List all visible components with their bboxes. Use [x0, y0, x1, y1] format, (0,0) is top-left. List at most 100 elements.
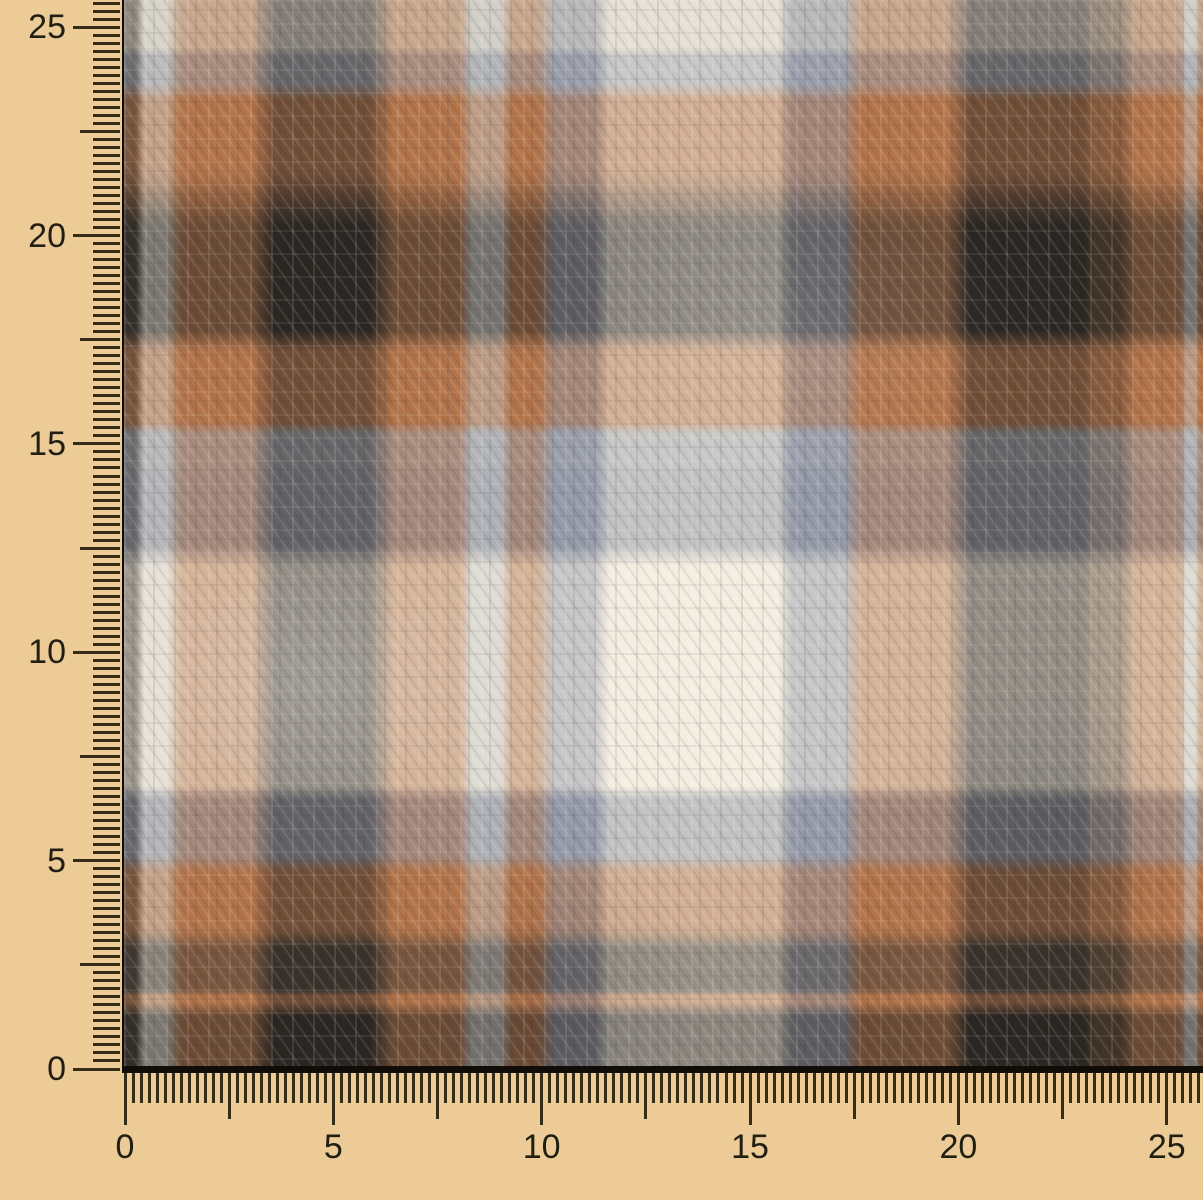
tick-minor [93, 346, 120, 350]
tick-minor [93, 1011, 120, 1015]
tick-minor [612, 1073, 616, 1103]
tick-minor [604, 1073, 608, 1103]
tick-minor [299, 1073, 303, 1103]
tick-minor [93, 939, 120, 943]
tick-minor [93, 1027, 120, 1031]
tick-minor [796, 1073, 800, 1103]
tick-minor [203, 1073, 207, 1103]
tick-minor [93, 9, 120, 13]
tick-minor [93, 266, 120, 270]
tick-minor [516, 1073, 520, 1103]
tick-minor [93, 634, 120, 638]
tick-minor [772, 1073, 776, 1103]
tick-minor [93, 1003, 120, 1007]
tick-minor [708, 1073, 712, 1103]
tick-minor [1004, 1073, 1008, 1103]
tick-minor [1037, 1073, 1041, 1103]
tick-minor [660, 1073, 664, 1103]
tick-medium [80, 129, 120, 133]
tick-minor [93, 1059, 120, 1063]
tick-minor [93, 1035, 120, 1039]
tick-minor [844, 1073, 848, 1103]
tick-minor [93, 722, 120, 726]
tick-minor [93, 666, 120, 670]
tick-minor [93, 955, 120, 959]
tick-minor [964, 1073, 968, 1103]
tick-minor [419, 1073, 423, 1103]
tick-minor [93, 971, 120, 975]
ruler-label: 25 [1147, 1128, 1186, 1166]
tick-minor [532, 1073, 536, 1103]
tick-minor [93, 602, 120, 606]
tick-minor [1197, 1073, 1201, 1103]
tick-minor [93, 466, 120, 470]
tick-minor [732, 1073, 736, 1103]
tick-minor [93, 746, 120, 750]
tick-minor [347, 1073, 351, 1103]
tick-minor [93, 891, 120, 895]
tick-minor [163, 1073, 167, 1103]
tick-minor [93, 875, 120, 879]
tick-minor [93, 674, 120, 678]
tick-medium [227, 1073, 231, 1119]
tick-minor [93, 947, 120, 951]
tick-minor [93, 282, 120, 286]
tick-minor [484, 1073, 488, 1103]
tick-minor [93, 811, 120, 815]
tick-minor [740, 1073, 744, 1103]
tick-minor [93, 402, 120, 406]
tick-major [73, 1067, 120, 1071]
tick-minor [524, 1073, 528, 1103]
tick-minor [93, 530, 120, 534]
tick-minor [93, 618, 120, 622]
tick-minor [323, 1073, 327, 1103]
tick-minor [724, 1073, 728, 1103]
tick-minor [93, 995, 120, 999]
tick-minor [836, 1073, 840, 1103]
tick-minor [1109, 1073, 1113, 1103]
tick-minor [93, 586, 120, 590]
tick-minor [492, 1073, 496, 1103]
tick-minor [93, 137, 120, 141]
tick-minor [972, 1073, 976, 1103]
tick-minor [93, 698, 120, 702]
tick-minor [195, 1073, 199, 1103]
fabric-twill-texture [124, 0, 1203, 1066]
tick-minor [93, 362, 120, 366]
ruler-label: 10 [522, 1128, 561, 1166]
tick-minor [379, 1073, 383, 1103]
tick-minor [93, 642, 120, 646]
tick-minor [251, 1073, 255, 1103]
ruler-label: 5 [47, 841, 66, 880]
tick-minor [556, 1073, 560, 1103]
tick-minor [1053, 1073, 1057, 1103]
tick-minor [93, 1, 120, 5]
tick-minor [93, 843, 120, 847]
ruler-label: 10 [28, 633, 66, 672]
tick-medium [80, 546, 120, 550]
tick-minor [93, 434, 120, 438]
tick-minor [243, 1073, 247, 1103]
tick-minor [580, 1073, 584, 1103]
tick-minor [1021, 1073, 1024, 1103]
tick-minor [93, 386, 120, 390]
tick-minor [411, 1073, 415, 1103]
fabric-yarn-vertical-texture [124, 0, 1203, 1066]
tick-minor [93, 242, 120, 246]
tick-minor [884, 1073, 888, 1103]
tick-major [331, 1073, 335, 1125]
tick-minor [93, 554, 120, 558]
tick-minor [93, 851, 120, 855]
tick-minor [93, 835, 120, 839]
tick-minor [307, 1073, 311, 1103]
ruler-label: 0 [115, 1128, 135, 1166]
tick-minor [93, 450, 120, 454]
tick-minor [452, 1073, 456, 1103]
tick-minor [860, 1073, 864, 1103]
tick-minor [93, 458, 120, 462]
tick-major [73, 859, 120, 863]
tick-minor [828, 1073, 832, 1103]
tick-minor [93, 73, 120, 77]
tick-minor [93, 378, 120, 382]
